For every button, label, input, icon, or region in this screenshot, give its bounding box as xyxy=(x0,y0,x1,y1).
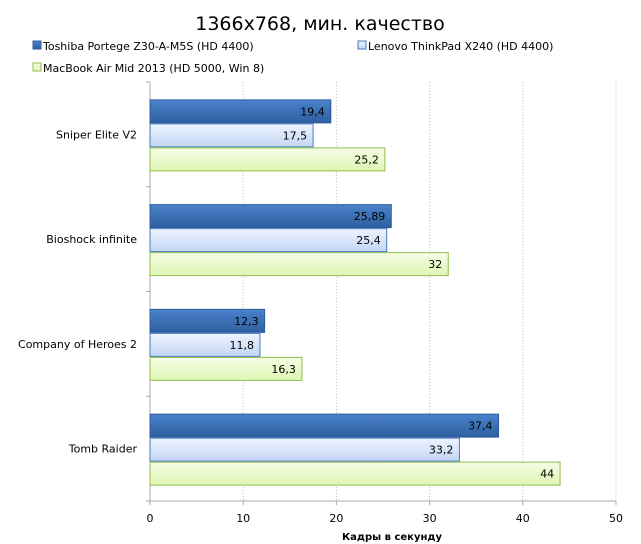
legend-label: Toshiba Portege Z30-A-M5S (HD 4400) xyxy=(42,40,254,53)
bar xyxy=(149,437,460,462)
legend-swatch xyxy=(357,40,367,50)
x-tick-label: 0 xyxy=(147,512,154,525)
x-tick-label: 10 xyxy=(236,512,250,525)
data-label: 33,2 xyxy=(429,444,454,457)
category-label: Sniper Elite V2 xyxy=(56,128,137,141)
x-tick-label: 40 xyxy=(516,512,530,525)
data-label: 25,89 xyxy=(354,210,386,223)
data-label: 11,8 xyxy=(229,339,254,352)
data-label: 44 xyxy=(540,468,554,481)
x-tick-label: 50 xyxy=(609,512,623,525)
category-label: Bioshock infinite xyxy=(46,233,137,246)
data-label: 32 xyxy=(428,258,442,271)
category-label: Tomb Raider xyxy=(68,443,138,456)
bar xyxy=(149,332,261,357)
data-label: 17,5 xyxy=(283,129,308,142)
bar xyxy=(149,123,314,148)
chart-title: 1366x768, мин. качество xyxy=(195,13,445,35)
bar xyxy=(149,99,332,124)
legend-label: MacBook Air Mid 2013 (HD 5000, Win 8) xyxy=(43,62,264,75)
bar xyxy=(149,413,500,438)
bar xyxy=(149,204,392,229)
data-label: 25,4 xyxy=(356,234,381,247)
data-label: 37,4 xyxy=(468,420,493,433)
bar xyxy=(149,228,388,253)
legend-swatch xyxy=(32,62,42,72)
x-axis-label: Кадры в секунду xyxy=(342,532,442,543)
data-label: 16,3 xyxy=(271,363,296,376)
bar xyxy=(149,252,449,277)
category-label: Company of Heroes 2 xyxy=(18,338,137,351)
data-label: 25,2 xyxy=(354,153,379,166)
bar xyxy=(149,461,561,486)
x-tick-label: 30 xyxy=(423,512,437,525)
bar xyxy=(149,308,266,333)
x-tick-label: 20 xyxy=(329,512,343,525)
data-label: 19,4 xyxy=(300,105,325,118)
bar xyxy=(149,147,386,172)
legend-swatch xyxy=(32,40,42,50)
bar xyxy=(149,356,303,381)
legend-label: Lenovo ThinkPad X240 (HD 4400) xyxy=(368,40,553,53)
data-label: 12,3 xyxy=(234,315,259,328)
